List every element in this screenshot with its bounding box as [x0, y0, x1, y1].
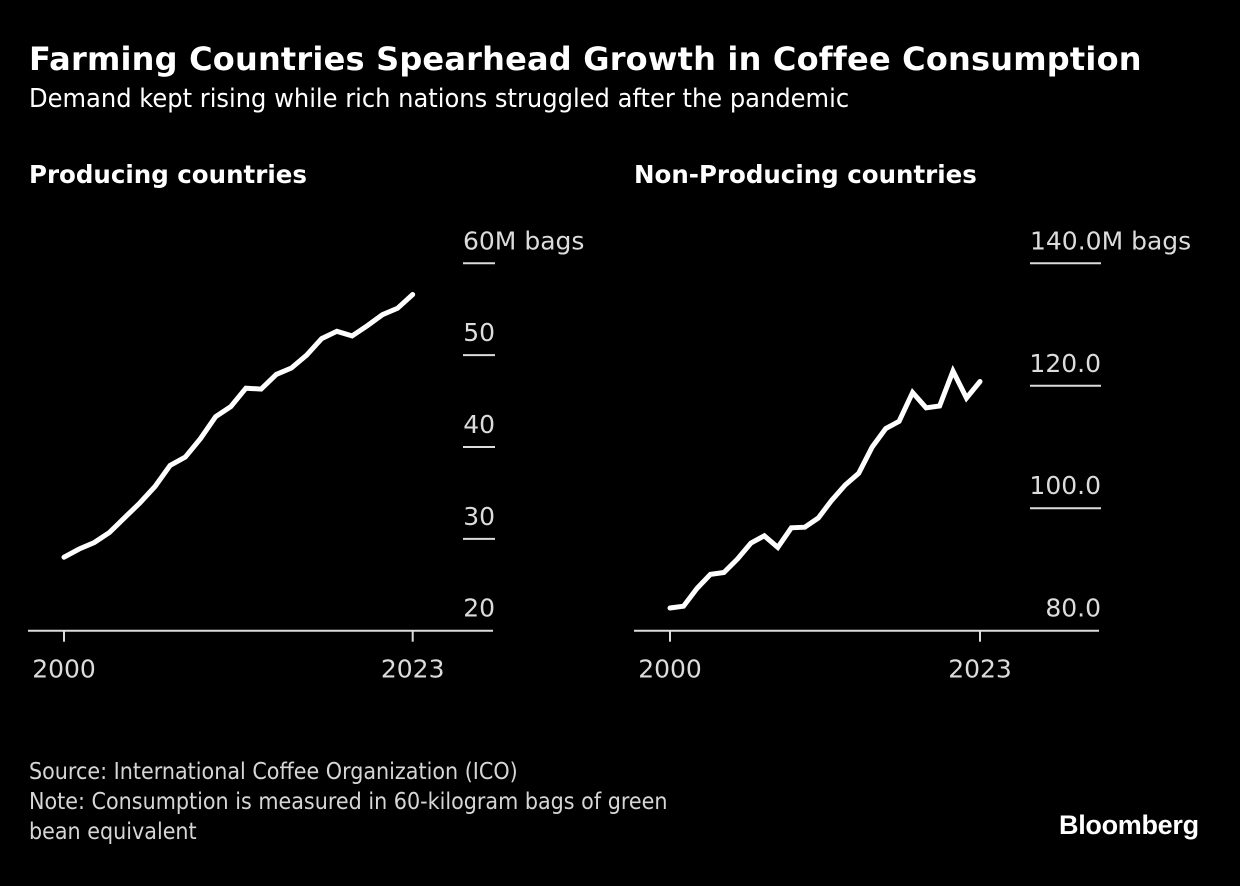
consumption-note: Note: Consumption is measured in 60-kilo… — [29, 789, 668, 815]
bloomberg-logo: Bloomberg — [1059, 810, 1199, 840]
non-producing-y-tick-label: 140.0M bags — [1030, 226, 1191, 255]
non-producing-series-line — [667, 364, 983, 611]
non-producing-x-tick-label: 2000 — [638, 655, 702, 684]
chart-subtitle: Demand kept rising while rich nations st… — [29, 84, 850, 114]
producing-y-tick-label: 20 — [463, 594, 495, 623]
panel-title-non-producing: Non-Producing countries — [634, 160, 977, 189]
producing-y-tick-label: 50 — [463, 318, 495, 347]
source-note: Source: International Coffee Organizatio… — [29, 759, 518, 785]
non-producing-y-tick-label: 120.0 — [1029, 349, 1101, 378]
producing-y-tick-label: 40 — [463, 410, 495, 439]
non-producing-y-tick-label: 100.0 — [1029, 471, 1101, 500]
panel-title-producing: Producing countries — [29, 160, 307, 189]
consumption-note-cont: bean equivalent — [29, 819, 197, 845]
producing-y-tick-label: 60M bags — [463, 226, 584, 255]
chart-title: Farming Countries Spearhead Growth in Co… — [29, 40, 1142, 78]
footer-notes: Source: International Coffee Organizatio… — [29, 757, 667, 847]
non-producing-y-tick-label: 80.0 — [1045, 594, 1101, 623]
producing-x-tick-label: 2023 — [381, 655, 445, 684]
producing-y-tick-label: 30 — [463, 502, 495, 531]
producing-series-line — [61, 292, 416, 560]
non-producing-x-tick-label: 2023 — [948, 655, 1012, 684]
producing-x-tick-label: 2000 — [32, 655, 96, 684]
